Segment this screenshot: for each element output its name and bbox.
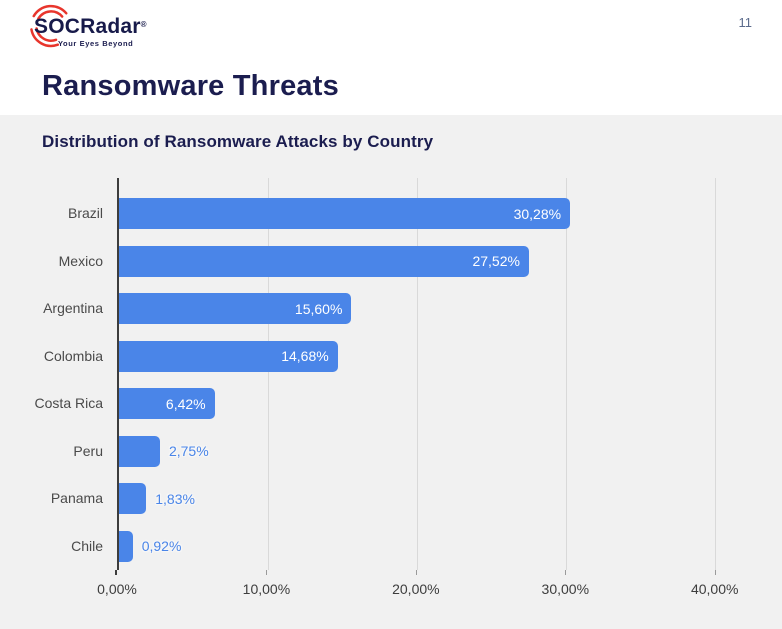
value-label: 15,60% [294, 300, 343, 317]
registered-trademark: ® [140, 20, 147, 29]
logo-wordmark: SOCRadar® [34, 15, 164, 39]
chart-row: 2,75% [119, 435, 770, 467]
category-label: Peru [73, 442, 103, 459]
page-number: 11 [738, 15, 753, 30]
category-label: Brazil [67, 205, 103, 222]
x-tick-mark [415, 570, 417, 575]
chart-row: 27,52% [119, 245, 770, 277]
value-label: 2,75% [168, 443, 209, 460]
plot-area: 30,28% 27,52% 15,60% 14,68% 6,42% 2,75% 1,83% 0… [117, 178, 770, 570]
x-tick-mark [714, 570, 716, 575]
chart-row: 30,28% [119, 198, 770, 230]
category-label: Argentina [43, 300, 103, 317]
bar-panama: 1,83% [119, 483, 195, 515]
gridline [416, 178, 418, 570]
x-tick-label: 20,00% [392, 581, 440, 597]
x-tick-mark [565, 570, 567, 575]
value-label: 14,68% [281, 348, 329, 365]
chart-row: 0,92% [119, 530, 770, 562]
value-label: 30,28% [513, 205, 562, 222]
category-label: Costa Rica [34, 395, 103, 412]
value-label: 1,83% [155, 490, 195, 507]
x-tick-label: 10,00% [242, 581, 291, 597]
gridline [714, 178, 716, 570]
x-tick-label: 30,00% [541, 581, 590, 597]
bar-peru: 2,75% [119, 435, 209, 467]
x-tick-label: 40,00% [690, 581, 739, 597]
chart-row: 14,68% [119, 340, 770, 372]
value-label: 6,42% [165, 395, 206, 412]
category-label: Colombia [43, 347, 103, 364]
bar-costa-rica: 6,42% [119, 388, 215, 420]
chart-title: Distribution of Ransomware Attacks by Co… [42, 132, 434, 151]
bar-colombia: 14,68% [119, 340, 338, 372]
gridline [565, 178, 567, 570]
gridline [267, 178, 269, 570]
x-tick-mark [115, 570, 117, 575]
bar-chile: 0,92% [119, 530, 181, 562]
logo-tagline: Your Eyes Beyond [58, 39, 134, 48]
x-tick-label: 0,00% [97, 581, 137, 597]
header: SOCRadar® Your Eyes Beyond 11 [0, 0, 782, 58]
chart-row: 1,83% [119, 483, 770, 515]
logo-text: SOCRadar [34, 15, 141, 38]
page-title: Ransomware Threats [42, 70, 339, 102]
value-label: 27,52% [472, 253, 520, 270]
bar-rows: 30,28% 27,52% 15,60% 14,68% 6,42% 2,75% 1,83% 0… [119, 178, 770, 570]
chart-panel: Distribution of Ransomware Attacks by Co… [0, 115, 782, 629]
category-label: Panama [50, 490, 103, 507]
chart-row: 6,42% [119, 388, 770, 420]
chart-row: 15,60% [119, 293, 770, 325]
bar-brazil: 30,28% [119, 198, 571, 230]
bar-argentina: 15,60% [119, 293, 352, 325]
category-axis: Brazil Mexico Argentina Colombia Costa Rica P… [0, 178, 111, 570]
radar-arcs-icon [30, 4, 68, 48]
value-label: 0,92% [141, 538, 182, 555]
category-label: Mexico [58, 252, 103, 269]
x-tick-mark [266, 570, 268, 575]
x-axis: 0,00% 10,00% 20,00% 30,00% 40,00% [97, 570, 770, 612]
bar-mexico: 27,52% [119, 245, 529, 277]
category-label: Chile [71, 537, 103, 554]
socradar-logo: SOCRadar® Your Eyes Beyond [30, 0, 164, 52]
